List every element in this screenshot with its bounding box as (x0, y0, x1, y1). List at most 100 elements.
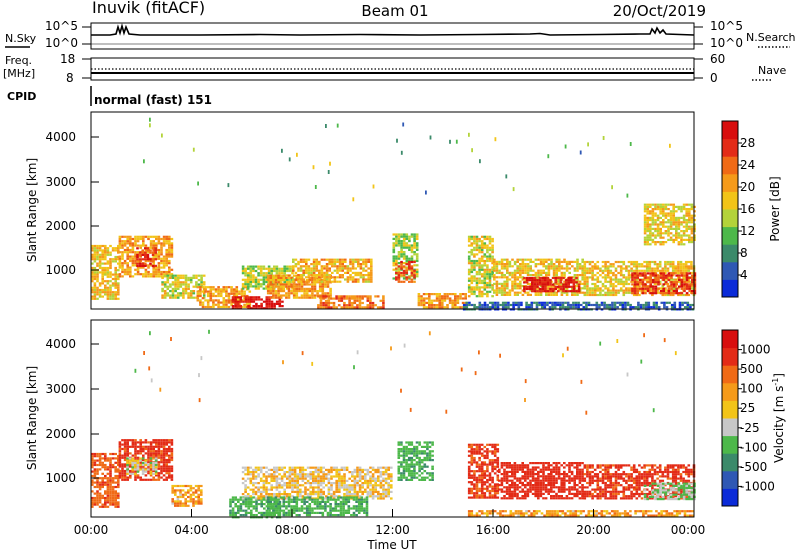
velocity-cell-r2 (126, 466, 129, 468)
power-cell-r6 (286, 266, 289, 268)
power-cell-r18 (659, 212, 662, 214)
power-cell-r16 (633, 265, 636, 267)
power-cell-r6 (273, 270, 276, 272)
power-cell-r18 (646, 241, 649, 243)
velocity-cell-r3 (192, 498, 195, 500)
power-cell-r18 (683, 234, 686, 236)
power-cell-r18 (691, 232, 694, 234)
power-cell-r7 (275, 283, 278, 285)
power-cell-r19 (687, 302, 690, 304)
velocity-cell-r1 (134, 439, 137, 441)
power-cell-r19 (499, 304, 502, 306)
power-cell-r13 (471, 242, 474, 244)
velocity-cell-r0 (104, 493, 107, 495)
power-cell-r19 (528, 306, 531, 308)
power-cell-r16 (586, 272, 589, 274)
power-cell-r12 (438, 302, 441, 304)
power-cell-r5 (247, 305, 250, 307)
power-cell-r0 (94, 296, 97, 298)
power-cell-r10 (400, 251, 403, 253)
power-cell-r17 (634, 279, 637, 281)
power-cell-r3 (195, 275, 198, 277)
power-cell-r16 (667, 261, 670, 263)
power-cell-r1 (129, 267, 132, 269)
velocity-cell-r4 (240, 503, 243, 505)
power-cell-r1 (163, 260, 166, 262)
power-cell-r1 (155, 236, 158, 238)
power-cell-r14 (519, 265, 522, 267)
power-cell-r6 (247, 277, 250, 279)
power-cell-r7 (293, 288, 296, 290)
power-cell-r19 (466, 306, 469, 308)
velocity-cell-r1 (168, 455, 171, 457)
power-cell-r14 (496, 270, 499, 272)
power-cell-r8 (360, 272, 363, 274)
power-cell-r7 (272, 294, 275, 296)
power-cell-r19 (666, 302, 669, 304)
velocity-cell-r0 (107, 477, 110, 479)
power-cell-r1 (155, 273, 158, 275)
velocity-cell-r1 (171, 477, 174, 479)
power-cell-r15 (541, 286, 544, 288)
power-cell-r19 (637, 306, 640, 308)
velocity-cell-r5 (270, 478, 273, 480)
power-cell-r11 (408, 276, 411, 278)
power-cell-r1 (147, 267, 150, 269)
power-cell-r1 (168, 242, 171, 244)
power-cell-r8 (370, 270, 373, 272)
power-cell-r8 (315, 276, 318, 278)
velocity-cell-r5 (265, 480, 268, 482)
power-cell-r12 (433, 304, 436, 306)
power-cell-r8 (302, 281, 305, 283)
velocity-cell-r3 (192, 500, 195, 502)
power-cell-r18 (659, 243, 662, 245)
power-cell-r16 (597, 272, 600, 274)
power-cell-r7 (280, 275, 283, 277)
power-cell-r13 (486, 245, 489, 247)
power-cell-r14 (555, 261, 558, 263)
power-cell-r1 (165, 260, 168, 262)
power-cell-r7 (280, 286, 283, 288)
power-cell-r18 (685, 234, 688, 236)
velocity-cell-r3 (197, 489, 200, 491)
velocity-cell-r4 (260, 501, 263, 503)
power-cell-r0 (104, 254, 107, 256)
power-cell-r5 (276, 303, 279, 305)
velocity-cell-r5 (255, 482, 258, 484)
power-cell-r11 (405, 268, 408, 270)
power-cell-r13 (471, 236, 474, 238)
power-cell-r14 (522, 261, 525, 263)
velocity-cell-r0 (112, 466, 115, 468)
power-cell-r19 (479, 304, 482, 306)
power-cell-r8 (367, 281, 370, 283)
power-cell-r19 (663, 302, 666, 304)
power-cell-r1 (132, 242, 135, 244)
power-cell-r17 (647, 281, 650, 283)
velocity-cell-r2 (142, 457, 145, 459)
velocity-cell-r0 (107, 482, 110, 484)
power-cell-r2 (139, 258, 142, 260)
power-cell-r18 (652, 234, 655, 236)
power-cell-r0 (112, 274, 115, 276)
power-cell-r4 (199, 295, 202, 297)
power-cell-r8 (336, 281, 339, 283)
velocity-cell-r4 (245, 499, 248, 501)
power-cell-r16 (675, 270, 678, 272)
power-cell-r10 (416, 242, 419, 244)
power-cell-r17 (655, 279, 658, 281)
power-cell-r16 (628, 265, 631, 267)
power-cell-r4 (210, 306, 213, 308)
power-cell-r12 (418, 295, 421, 297)
power-cell-r16 (625, 265, 628, 267)
velocity-cell-r2 (144, 468, 147, 470)
power-cell-r6 (260, 283, 263, 285)
power-cell-r10 (408, 247, 411, 249)
power-cell-r0 (117, 278, 120, 280)
power-cell-r19 (640, 306, 643, 308)
velocity-cell-r5 (286, 482, 289, 484)
power-cell-r15 (570, 286, 573, 288)
power-cell-r14 (550, 265, 553, 267)
power-cell-r8 (370, 261, 373, 263)
power-cell-r16 (615, 268, 618, 270)
power-cell-r14 (561, 274, 564, 276)
